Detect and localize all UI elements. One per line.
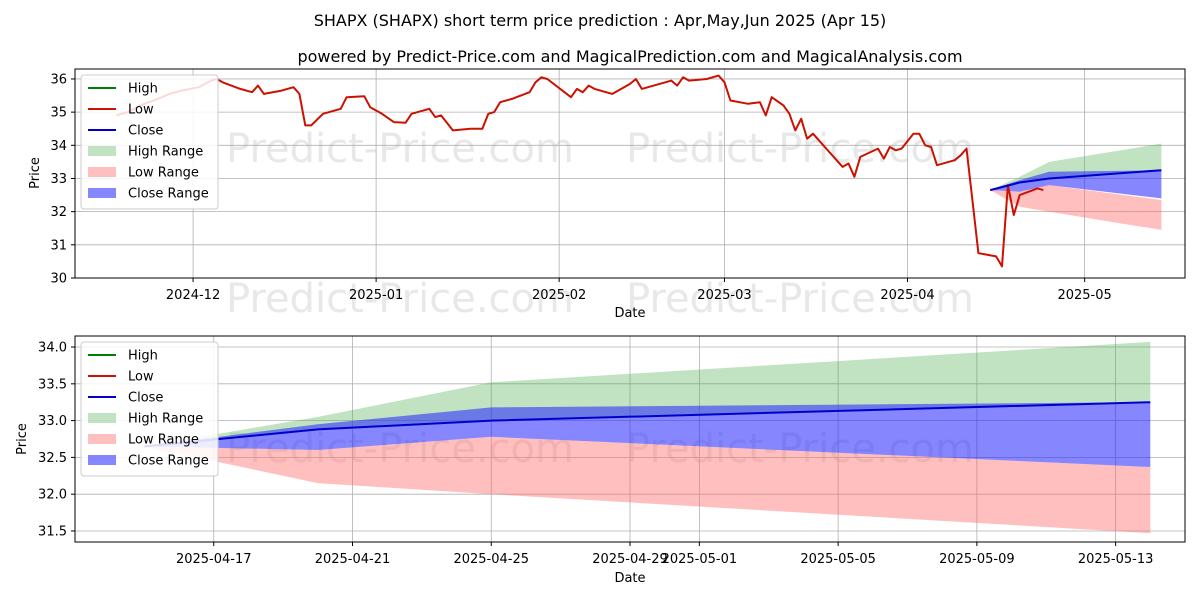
watermark-text: Predict-Price.com (626, 126, 974, 172)
y-axis-ticks: 31.5 32.0 32.5 33.0 33.5 34.0 (38, 341, 75, 539)
y-tick-label: 33.0 (38, 414, 67, 429)
legend-label: Close Range (128, 454, 209, 469)
y-axis-label: Price (28, 157, 43, 189)
chart-title: SHAPX (SHAPX) short term price predictio… (314, 11, 887, 30)
y-tick-label: 32.0 (38, 488, 67, 503)
x-axis-ticks: 2025-04-17 2025-04-21 2025-04-25 2025-04-29… (176, 542, 1153, 567)
x-tick-label: 2025-03 (697, 288, 751, 303)
legend-label: High Range (128, 412, 203, 427)
legend-label: Low Range (128, 166, 199, 181)
legend: High Low Close High Range Low Range Close Ran… (80, 341, 219, 477)
low-range-band (990, 185, 1162, 230)
y-tick-label: 31.5 (38, 524, 67, 539)
legend-label: High Range (128, 145, 203, 160)
y-tick-label: 34 (50, 139, 67, 154)
chart-subtitle: powered by Predict-Price.com and Magical… (297, 47, 962, 66)
y-tick-label: 33 (50, 172, 67, 187)
range-bands (144, 341, 1151, 534)
x-tick-label: 2025-04-17 (176, 552, 252, 567)
legend-swatch-patch (88, 413, 116, 423)
series-lines (116, 74, 1162, 268)
x-tick-label: 2025-04-29 (592, 552, 668, 567)
legend: High Low Close High Range Low Range Close Ran… (80, 74, 219, 210)
legend-swatch-patch (88, 434, 116, 444)
legend-label: Close (128, 391, 163, 406)
legend-label: Low (128, 370, 154, 385)
x-tick-label: 2025-05-01 (662, 552, 738, 567)
y-tick-label: 31 (50, 238, 67, 253)
x-tick-label: 2025-05-05 (800, 552, 876, 567)
watermark-text: Predict-Price.com (226, 276, 574, 322)
x-tick-label: 2025-05-09 (939, 552, 1015, 567)
x-axis-ticks: 2024-12 2025-01 2025-02 2025-03 2025-04 2025-… (166, 278, 1112, 303)
watermark-text: Predict-Price.com (226, 126, 574, 172)
y-tick-label: 32.5 (38, 451, 67, 466)
x-tick-label: 2025-04-21 (315, 552, 391, 567)
low-series-line (116, 74, 1044, 268)
close-series-line (989, 169, 1162, 192)
x-axis-label: Date (614, 571, 645, 586)
history-chart-panel: Predict-Price.com Predict-Price.com Pred… (28, 68, 1186, 322)
y-axis-label: Price (15, 423, 30, 455)
legend-label: High (128, 349, 158, 364)
y-tick-label: 34.0 (38, 341, 67, 356)
x-tick-label: 2025-05 (1057, 288, 1111, 303)
grid-lines (75, 69, 1185, 279)
close-range-band (990, 170, 1162, 199)
watermark-text: Predict-Price.com (626, 276, 974, 322)
low-range-band (144, 436, 1151, 534)
x-tick-label: 2025-01 (349, 288, 403, 303)
y-tick-label: 30 (50, 272, 67, 287)
x-tick-label: 2025-04 (880, 288, 934, 303)
y-axis-ticks: 30 31 32 33 34 35 36 (50, 72, 75, 287)
range-bands (990, 143, 1162, 230)
x-tick-label: 2025-05-13 (1078, 552, 1154, 567)
y-tick-label: 33.5 (38, 377, 67, 392)
x-tick-label: 2024-12 (166, 288, 220, 303)
forecast-chart-panel: Predict-Price.com Predict-Price.com 2025… (15, 335, 1186, 586)
close-range-band (144, 402, 1151, 467)
plot-frame (74, 68, 1186, 279)
legend-label: Low Range (128, 433, 199, 448)
series-lines (144, 401, 1151, 448)
legend-swatch-patch (88, 167, 116, 177)
legend-label: Close Range (128, 187, 209, 202)
legend-label: Low (128, 103, 154, 118)
legend-label: Close (128, 124, 163, 139)
y-tick-label: 36 (50, 72, 67, 87)
x-tick-label: 2025-02 (532, 288, 586, 303)
x-axis-label: Date (614, 306, 645, 321)
x-tick-label: 2025-04-25 (453, 552, 529, 567)
close-series-line (144, 401, 1151, 448)
legend-swatch-patch (88, 146, 116, 156)
legend-label: High (128, 82, 158, 97)
y-tick-label: 35 (50, 106, 67, 121)
y-tick-label: 32 (50, 205, 67, 220)
legend-swatch-patch (88, 455, 116, 465)
legend-swatch-patch (88, 188, 116, 198)
